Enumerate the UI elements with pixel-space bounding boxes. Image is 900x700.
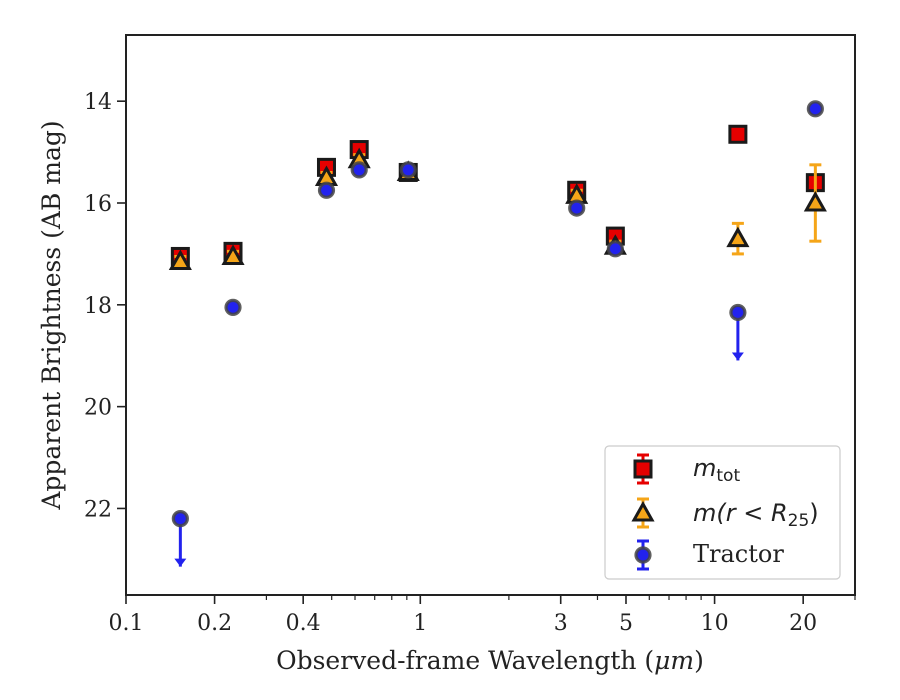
y-tick-label: 18: [84, 294, 112, 319]
legend-label-mtot: mtot: [693, 454, 740, 486]
point-mr25: [168, 249, 192, 271]
legend-symbol-tractor: [634, 546, 652, 564]
legend-box: [604, 445, 841, 580]
legend-symbol-mr25: [631, 500, 655, 522]
x-tick-label: 10: [701, 611, 729, 636]
point-tractor: [729, 303, 747, 322]
point-tractor: [568, 199, 586, 217]
x-tick-label: 20: [789, 611, 817, 636]
point-tractor: [399, 161, 417, 179]
data-marks: [168, 100, 827, 567]
point-tractor: [350, 161, 368, 179]
x-axis-title: Observed-frame Wavelength (μm): [276, 646, 704, 675]
x-axis-ticks: 0.1 0.2 0.4 1 3 5 10 20: [109, 595, 856, 636]
point-mtot: [728, 124, 748, 144]
legend-label-mr25: m(r < R25): [693, 499, 819, 531]
legend-label-tractor: Tractor: [693, 540, 784, 568]
point-mr25: [221, 244, 245, 265]
plot-frame: [125, 34, 856, 596]
y-tick-label: 20: [84, 396, 112, 421]
point-tractor: [806, 100, 824, 118]
y-axis-title: Apparent Brightness (AB mag): [37, 120, 66, 510]
point-mr25: [803, 190, 827, 212]
y-tick-label: 16: [84, 192, 112, 217]
x-tick-label: 3: [554, 611, 568, 636]
legend-marker-mr25: [631, 497, 655, 529]
y-tick-label: 22: [84, 497, 112, 522]
series-tractor: [171, 100, 824, 567]
x-tick-label: 0.1: [109, 611, 144, 636]
legend: mtot m(r < R25) Tractor: [604, 445, 841, 580]
legend-marker-tractor: [634, 539, 652, 571]
point-tractor: [224, 298, 242, 316]
x-tick-label: 5: [619, 611, 633, 636]
legend-marker-mtot: [633, 453, 653, 485]
point-mr25: [726, 226, 750, 248]
point-tractor: [317, 181, 336, 199]
upper-limit-arrowhead-tractor: [731, 352, 744, 361]
point-tractor: [606, 240, 624, 258]
y-axis-ticks: 14 16 18 20 22: [84, 90, 126, 522]
x-tick-label: 0.2: [197, 611, 232, 636]
legend-symbol-mtot: [633, 459, 653, 479]
legend-markers: [631, 453, 655, 571]
x-tick-label: 1: [413, 611, 427, 636]
x-tick-label: 0.4: [286, 611, 321, 636]
upper-limit-arrowhead-tractor: [174, 558, 187, 567]
point-tractor: [171, 510, 189, 528]
y-tick-label: 14: [84, 90, 112, 115]
